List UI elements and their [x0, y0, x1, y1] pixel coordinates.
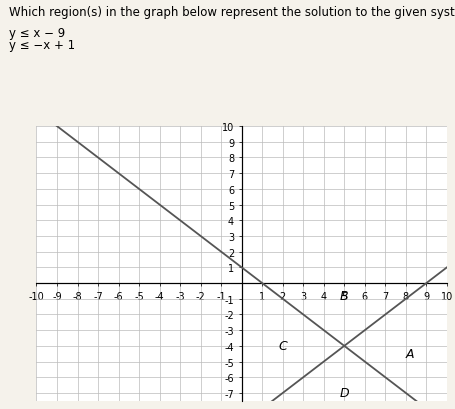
Text: y ≤ −x + 1: y ≤ −x + 1 — [9, 39, 75, 52]
Text: B: B — [339, 290, 348, 302]
Text: C: C — [278, 339, 287, 353]
Text: A: A — [405, 347, 413, 360]
Text: D: D — [339, 387, 349, 400]
Text: Which region(s) in the graph below represent the solution to the given system of: Which region(s) in the graph below repre… — [9, 6, 455, 19]
Text: y ≤ x − 9: y ≤ x − 9 — [9, 27, 65, 40]
